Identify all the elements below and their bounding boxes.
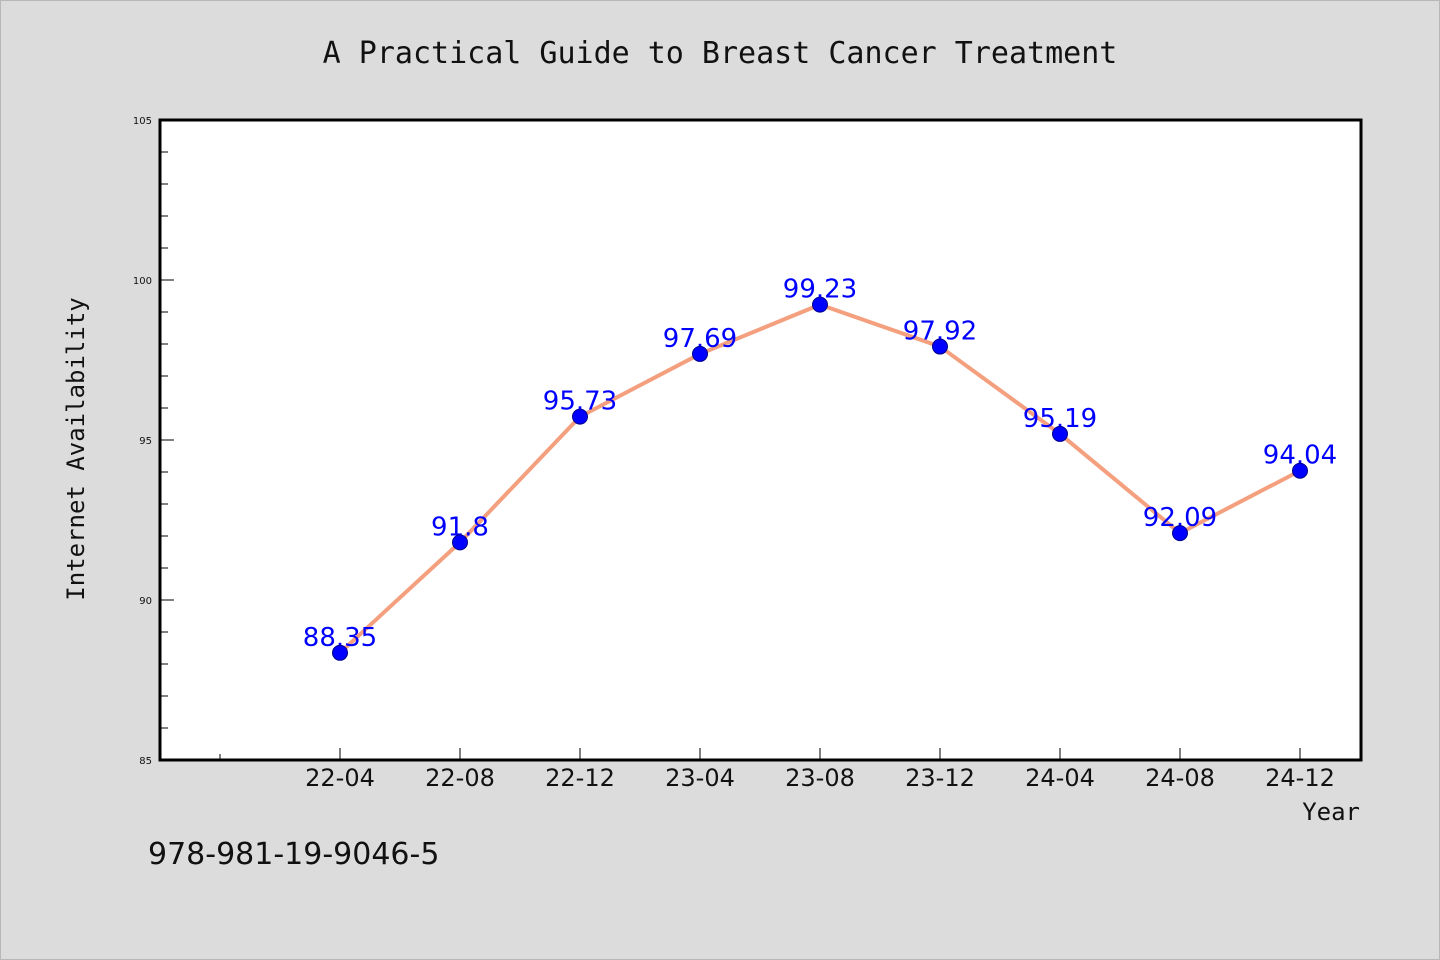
x-tick-label: 24-08 [1145, 764, 1215, 792]
series-layer: 88.3591.895.7397.6999.2397.9295.1992.099… [303, 275, 1337, 661]
x-tick-label: 24-04 [1025, 764, 1095, 792]
chart-title: A Practical Guide to Breast Cancer Treat… [323, 36, 1118, 71]
data-point [692, 345, 708, 362]
x-tick-label: 22-04 [305, 764, 375, 792]
x-tick-label: 23-04 [665, 764, 735, 792]
x-axis-ticks: 22-04 22-08 22-12 23-04 23-08 23-12 24-04 24-08… [219, 748, 1335, 792]
y-tick-label: 95 [139, 436, 152, 447]
x-tick-label: 23-08 [785, 764, 855, 792]
x-tick-label: 23-12 [905, 764, 975, 792]
y-axis-ticks: 85 90 95 100 105 [133, 116, 174, 767]
y-tick-label: 100 [133, 276, 152, 287]
x-tick-label: 24-12 [1265, 764, 1335, 792]
isbn-text: 978-981-19-9046-5 [148, 837, 439, 872]
data-point [932, 338, 948, 355]
data-point [1172, 525, 1188, 542]
data-point [1052, 425, 1068, 442]
y-tick-label: 90 [139, 596, 152, 607]
y-tick-label: 85 [139, 756, 152, 767]
data-point [332, 644, 348, 661]
data-point [572, 408, 588, 425]
data-point [1292, 462, 1308, 479]
y-tick-label: 105 [133, 116, 152, 127]
data-point [452, 534, 468, 551]
x-tick-label: 22-08 [425, 764, 495, 792]
x-tick-label: 22-12 [545, 764, 615, 792]
y-axis-label: Internet Availability [62, 297, 90, 600]
data-point [812, 296, 828, 313]
x-axis-label: Year [1302, 798, 1360, 826]
plot-area [158, 118, 1363, 762]
